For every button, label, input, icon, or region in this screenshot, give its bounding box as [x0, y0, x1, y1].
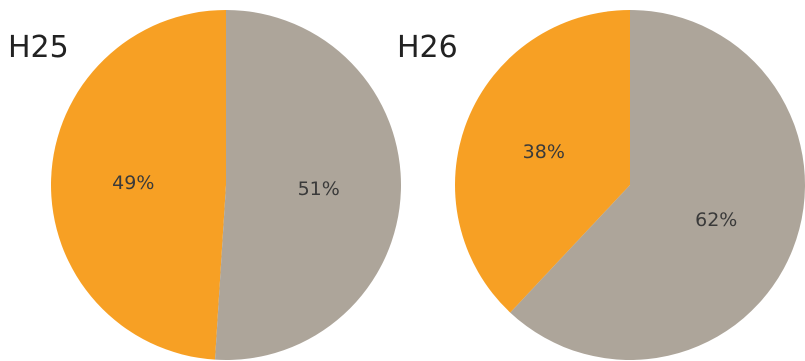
pie-label-h26-1: 62%	[695, 209, 737, 231]
pie-slice-h26-0	[454, 10, 630, 313]
pie-label-h26-0: 38%	[523, 141, 565, 163]
pie-label-h25-0: 49%	[112, 172, 154, 194]
pie-slice-h25-1	[215, 10, 402, 360]
pie-chart-h25: H25 49% 51%	[8, 10, 402, 360]
chart-title-h25: H25	[8, 30, 69, 65]
pie-slice-h25-0	[51, 10, 227, 360]
pie-chart-h26: H26 38% 62%	[397, 10, 805, 360]
chart-title-h26: H26	[397, 30, 458, 65]
pie-slice-h26-1	[510, 10, 805, 360]
pie-label-h25-1: 51%	[298, 178, 340, 200]
